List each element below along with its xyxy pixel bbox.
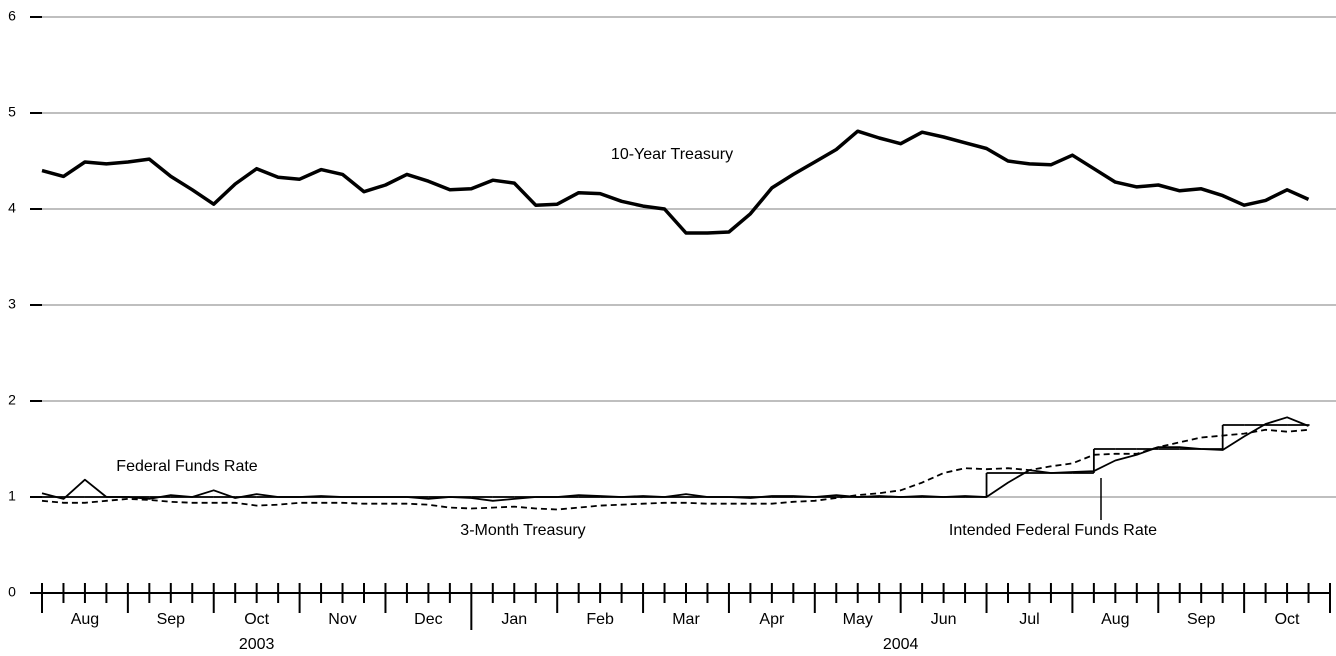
y-tick-label: 1: [8, 488, 16, 504]
y-tick-label: 6: [8, 8, 16, 24]
year-label: 2003: [239, 636, 275, 653]
series-annotation: 10-Year Treasury: [611, 146, 733, 163]
series-annotation: 3-Month Treasury: [460, 522, 585, 539]
x-tick-label: Jun: [931, 611, 957, 628]
x-tick-label: Jul: [1019, 611, 1039, 628]
x-tick-label: Dec: [414, 611, 442, 628]
series-line: [41, 428, 1309, 511]
series-line: [41, 416, 1309, 502]
x-tick-label: Oct: [244, 611, 269, 628]
series-annotation: Intended Federal Funds Rate: [949, 522, 1157, 539]
x-tick-label: Oct: [1275, 611, 1300, 628]
y-tick-label: 5: [8, 104, 16, 120]
x-tick-label: Apr: [759, 611, 785, 628]
y-tick-label: 3: [8, 296, 16, 312]
x-tick-label: May: [843, 611, 873, 628]
x-tick-label: Mar: [672, 611, 700, 628]
x-tick-label: Aug: [1101, 611, 1129, 628]
x-tick-label: Sep: [157, 611, 186, 628]
x-tick-label: Feb: [586, 611, 614, 628]
x-tick-label: Nov: [328, 611, 356, 628]
y-tick-label: 2: [8, 392, 16, 408]
x-tick-label: Jan: [501, 611, 527, 628]
x-tick-label: Aug: [71, 611, 99, 628]
series-line: [41, 129, 1310, 235]
series-annotation: Federal Funds Rate: [116, 458, 258, 475]
y-tick-label: 4: [8, 200, 16, 216]
year-label: 2004: [883, 636, 919, 653]
y-tick-label: 0: [8, 584, 16, 600]
x-tick-label: Sep: [1187, 611, 1216, 628]
